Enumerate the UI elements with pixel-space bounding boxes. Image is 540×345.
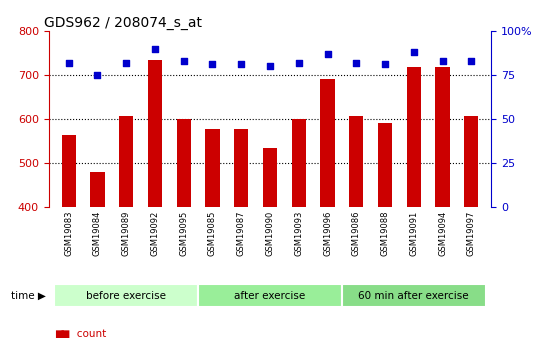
Text: GSM19087: GSM19087 (237, 211, 246, 256)
Bar (407, 67, 421, 207)
Bar (205, 129, 220, 207)
Bar (90, 172, 105, 207)
Point (352, 60, 361, 66)
Point (237, 62, 246, 67)
Text: GSM19096: GSM19096 (323, 211, 332, 256)
Bar (119, 116, 133, 207)
Text: after exercise: after exercise (234, 291, 306, 301)
Text: GSM19095: GSM19095 (179, 211, 188, 256)
Text: GSM19085: GSM19085 (208, 211, 217, 256)
Text: GSM19089: GSM19089 (122, 211, 131, 256)
FancyBboxPatch shape (55, 284, 198, 307)
Point (323, 51, 332, 57)
Text: GDS962 / 208074_s_at: GDS962 / 208074_s_at (44, 16, 202, 30)
FancyBboxPatch shape (198, 284, 342, 307)
Point (381, 62, 389, 67)
Text: 60 min after exercise: 60 min after exercise (359, 291, 469, 301)
Text: GSM19092: GSM19092 (151, 211, 159, 256)
Point (208, 62, 217, 67)
Bar (349, 116, 363, 207)
Point (409, 49, 418, 55)
Text: GSM19084: GSM19084 (93, 211, 102, 256)
Bar (234, 129, 248, 207)
Point (179, 58, 188, 64)
FancyBboxPatch shape (342, 284, 485, 307)
Text: time ▶: time ▶ (11, 291, 46, 301)
Text: GSM19093: GSM19093 (294, 211, 303, 256)
Bar (148, 60, 162, 207)
Text: GSM19094: GSM19094 (438, 211, 447, 256)
Bar (62, 135, 76, 207)
Text: before exercise: before exercise (86, 291, 166, 301)
Bar (464, 116, 478, 207)
Point (438, 58, 447, 64)
Text: GSM19088: GSM19088 (381, 211, 389, 256)
Point (294, 60, 303, 66)
Bar (378, 123, 392, 207)
Bar (263, 148, 277, 207)
Text: GSM19090: GSM19090 (266, 211, 274, 256)
Point (122, 60, 131, 66)
Text: GSM19097: GSM19097 (467, 211, 476, 256)
Text: ■  count: ■ count (54, 329, 106, 339)
Text: ■: ■ (54, 329, 64, 339)
Bar (292, 119, 306, 207)
Bar (320, 79, 335, 207)
Point (64, 60, 73, 66)
Point (266, 63, 274, 69)
Text: GSM19083: GSM19083 (64, 211, 73, 256)
Bar (435, 67, 450, 207)
Bar (177, 119, 191, 207)
Text: GSM19091: GSM19091 (409, 211, 418, 256)
Point (151, 46, 159, 51)
Text: GSM19086: GSM19086 (352, 211, 361, 256)
Point (467, 58, 476, 64)
Point (93, 72, 102, 78)
